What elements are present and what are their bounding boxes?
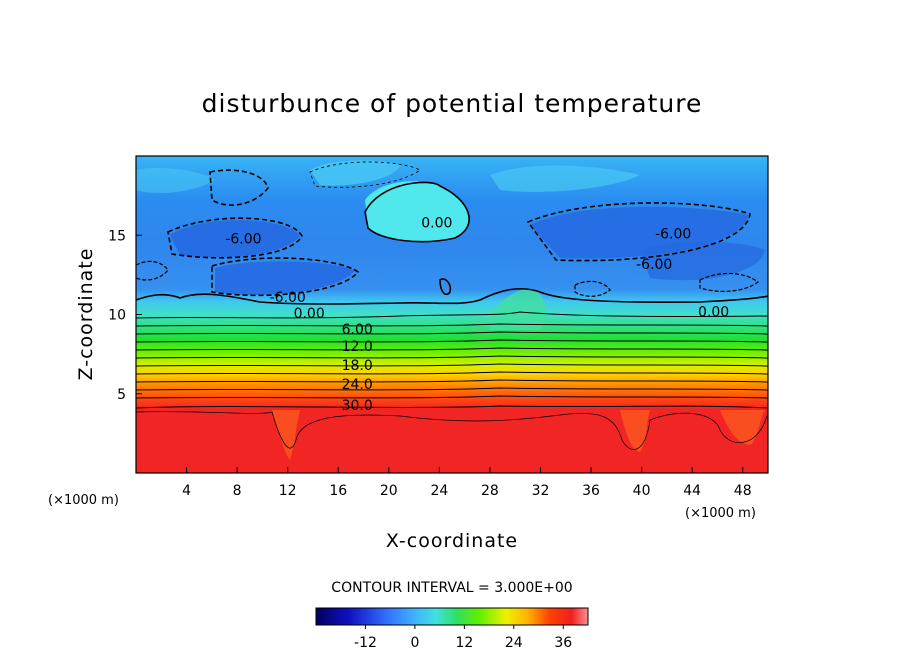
x-tick-label: 16 (329, 483, 347, 499)
x-axis-label: X-coordinate (386, 530, 518, 552)
y-axis-label: Z-coordinate (75, 248, 97, 381)
colorbar (315, 607, 589, 626)
colorbar-tick-label: 24 (505, 635, 523, 651)
contour-label: 0.00 (421, 216, 452, 232)
heatmap-field (136, 156, 768, 473)
y-tick-label: 5 (117, 387, 126, 403)
contour-interval-label: CONTOUR INTERVAL = 3.000E+00 (331, 580, 572, 596)
x-tick-label: 44 (683, 483, 701, 499)
contour-label: 30.0 (342, 398, 373, 414)
warm-layer (136, 410, 768, 473)
contour-label: -6.00 (655, 227, 691, 243)
x-tick-label: 20 (380, 483, 398, 499)
contour-label: 24.0 (342, 377, 373, 393)
y-tick-label: 15 (108, 228, 126, 244)
contour-label: -6.00 (225, 231, 261, 247)
x-tick-label: 24 (430, 483, 448, 499)
x-tick-label: 40 (633, 483, 651, 499)
x-tick-label: 8 (233, 483, 242, 499)
x-tick-label: 4 (182, 483, 191, 499)
colorbar-tick-label: 36 (554, 635, 572, 651)
x-axis-ticks: 4 8 12 16 20 24 28 32 36 40 44 48 (182, 467, 752, 499)
y-tick-label: 10 (108, 308, 126, 324)
contour-label: 0.00 (698, 304, 729, 320)
colorbar-ticks: -12 0 12 24 36 (354, 625, 572, 651)
x-tick-label: 32 (532, 483, 550, 499)
colorbar-tick-label: 12 (455, 635, 473, 651)
contour-label: 18.0 (342, 358, 373, 374)
contour-label: -6.00 (636, 257, 672, 273)
positive-anomaly-patch (365, 181, 469, 242)
contour-lines (136, 161, 768, 450)
x-tick-label: 12 (279, 483, 297, 499)
x-tick-label: 48 (734, 483, 752, 499)
x-tick-label: 28 (481, 483, 499, 499)
x-axis-unit-label: (×1000 m) (685, 506, 756, 521)
contour-labels: -6.00-6.000.00-6.00-6.000.00 0.006.0012.0… (225, 216, 729, 414)
chart-title: disturbunce of potential temperature (202, 89, 703, 118)
x-tick-label: 36 (582, 483, 600, 499)
contour-label: -6.00 (270, 290, 306, 306)
x-origin-unit-label: (×1000 m) (48, 493, 119, 508)
colorbar-tick-label: 0 (410, 635, 419, 651)
contour-label: 12.0 (342, 339, 373, 355)
contour-label: 6.00 (342, 322, 373, 338)
y-axis-ticks: 5 10 15 (108, 228, 142, 403)
colorbar-tick-label: -12 (354, 635, 377, 651)
contour-label: 0.00 (294, 306, 325, 322)
negative-anomaly-core (170, 220, 300, 258)
